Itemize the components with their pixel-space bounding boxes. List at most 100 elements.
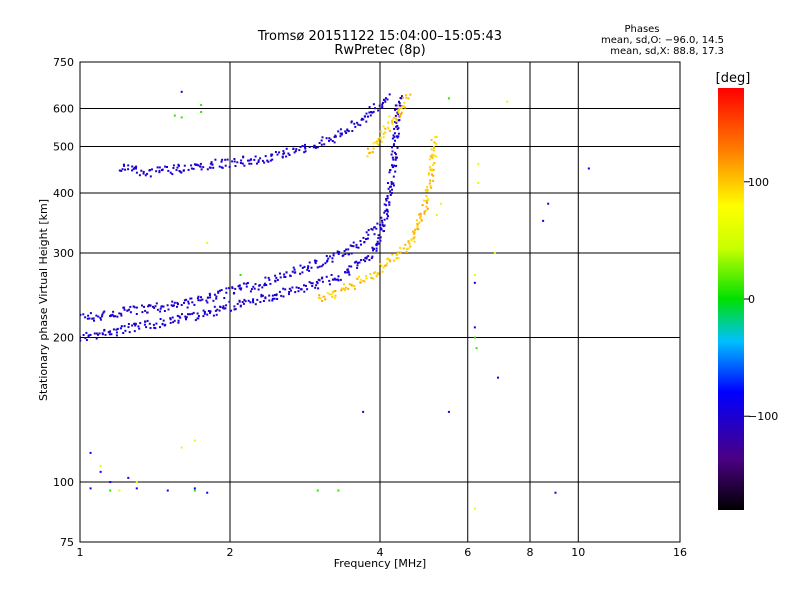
data-point [221, 158, 224, 161]
data-point [365, 120, 368, 123]
data-point [388, 115, 391, 118]
data-point [200, 111, 203, 114]
data-point [149, 304, 152, 307]
data-point [103, 328, 106, 331]
data-point [388, 171, 391, 174]
data-point [371, 151, 374, 154]
data-point [293, 268, 296, 271]
data-point [249, 290, 252, 293]
data-point [179, 316, 182, 319]
data-point [197, 164, 200, 167]
data-point [194, 319, 197, 322]
data-point [253, 287, 256, 290]
data-point [85, 339, 88, 341]
data-point [186, 306, 189, 309]
data-point [367, 229, 370, 232]
data-point [200, 104, 203, 107]
data-point [282, 150, 285, 153]
data-point [390, 192, 393, 194]
data-point [348, 265, 351, 268]
data-point [275, 276, 278, 279]
data-point [180, 304, 183, 306]
data-point [239, 305, 242, 308]
data-point [291, 286, 294, 289]
data-point [320, 265, 323, 268]
data-point [349, 244, 352, 247]
data-point [386, 217, 389, 220]
data-point [358, 261, 361, 264]
data-point [427, 173, 430, 176]
data-point [368, 259, 371, 261]
data-point [382, 224, 385, 227]
data-point [233, 291, 236, 294]
data-point [382, 132, 385, 135]
data-point [293, 271, 296, 274]
data-point [376, 142, 379, 145]
data-point [253, 158, 256, 161]
data-point [429, 155, 432, 158]
data-point [384, 210, 387, 212]
data-point [387, 187, 390, 190]
data-point [132, 305, 135, 308]
data-point [138, 174, 141, 177]
data-point [262, 300, 265, 302]
data-point [395, 108, 398, 110]
data-point [394, 121, 397, 123]
data-point [401, 105, 404, 108]
data-point [370, 227, 373, 230]
data-point [209, 311, 211, 314]
data-point [393, 259, 396, 262]
data-point [409, 93, 412, 96]
y-tick-label: 300 [53, 247, 74, 260]
data-point [393, 127, 396, 130]
data-point [144, 320, 146, 323]
data-point [473, 326, 476, 329]
data-point [280, 294, 283, 297]
data-point [400, 106, 403, 109]
data-point [191, 301, 194, 304]
data-point [365, 238, 367, 241]
data-point [402, 105, 405, 108]
data-point [409, 245, 412, 248]
data-point [362, 258, 365, 261]
data-point [433, 162, 436, 165]
data-point [310, 266, 313, 269]
data-point [129, 311, 132, 314]
data-point [236, 161, 239, 164]
data-point [303, 265, 306, 268]
data-point [374, 141, 377, 144]
data-point [115, 334, 118, 337]
data-point [369, 151, 372, 154]
data-point [343, 250, 346, 252]
data-point [430, 169, 433, 172]
data-point [362, 236, 365, 239]
data-point [316, 146, 319, 149]
stats-line-x: mean, sd,X: 88.8, 17.3 [610, 46, 724, 57]
data-point [269, 282, 272, 285]
data-point [376, 222, 379, 225]
data-point [185, 318, 187, 321]
data-point [431, 153, 434, 156]
data-point [311, 282, 314, 285]
data-point [178, 315, 181, 318]
data-point [258, 284, 261, 287]
data-point [427, 172, 430, 175]
data-point [398, 102, 401, 105]
data-point [392, 175, 395, 178]
data-point [289, 275, 292, 277]
data-point [435, 155, 438, 158]
data-point [193, 489, 196, 492]
data-point [167, 308, 170, 311]
data-point [381, 103, 384, 106]
data-point [207, 296, 210, 299]
data-point [314, 259, 316, 262]
data-point [187, 313, 189, 316]
data-point [108, 333, 111, 336]
data-point [359, 124, 362, 127]
data-point [405, 251, 408, 253]
data-point [268, 299, 271, 302]
data-point [379, 239, 382, 242]
data-point [228, 287, 231, 290]
data-point [391, 118, 394, 121]
